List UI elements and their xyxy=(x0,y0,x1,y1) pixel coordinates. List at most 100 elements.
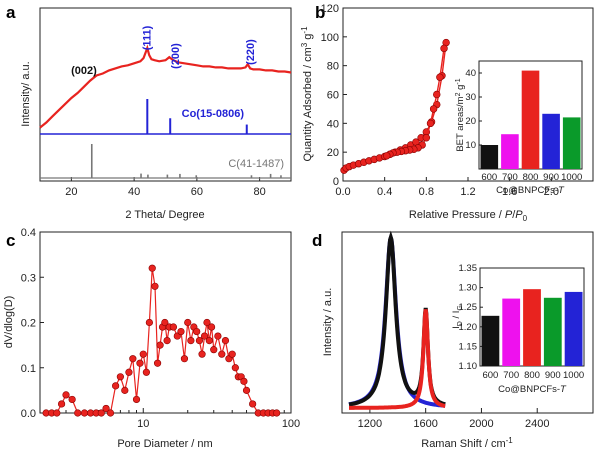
pore-distribution-point xyxy=(112,382,120,390)
panel-d-xtick-label: 1200 xyxy=(358,418,382,430)
bet-inset-ylabel: BET areas/m2 g-1 xyxy=(455,78,466,151)
idig-inset-xtick-label: 800 xyxy=(524,370,540,381)
bet-inset-ytick-label: 10 xyxy=(465,140,476,151)
pore-distribution-point xyxy=(218,350,226,358)
xrd-peak-annotation: (002) xyxy=(71,65,97,77)
panel-c-ytick-label: 0.2 xyxy=(21,318,36,330)
bet-inset-xlabel: Co@BNPCFs-T xyxy=(496,185,565,196)
pore-distribution-point xyxy=(136,359,144,367)
bet-bar-800 xyxy=(521,70,540,169)
idig-bar-600 xyxy=(481,315,500,366)
panel-a-xtick-label: 60 xyxy=(191,186,203,198)
idig-bar-900 xyxy=(543,297,562,366)
pore-distribution-point xyxy=(203,318,211,327)
panel-c-ylabel: dV/dlog(D) xyxy=(3,296,15,349)
panel-d-ylabel: Intensity / a.u. xyxy=(322,288,334,356)
panel-a: a 20 40 60 80 (002) (111) (200) (220) Intensity… xyxy=(6,3,292,221)
pore-distribution-point xyxy=(139,350,147,358)
panel-b-ytick-label: 60 xyxy=(327,90,339,102)
panel-label-c: c xyxy=(6,231,15,250)
xrd-peak-annotation: (200) xyxy=(170,43,182,69)
panel-c-ytick-label: 0.0 xyxy=(21,408,36,420)
bet-inset-ytick-label: 40 xyxy=(465,68,476,79)
panel-b-ytick-label: 100 xyxy=(321,32,339,44)
pore-distribution-point xyxy=(205,337,213,345)
panel-d-frame xyxy=(341,231,594,414)
co-reference-label: Co(15-0806) xyxy=(182,108,245,120)
bet-inset-xtick-label: 900 xyxy=(543,172,559,183)
bet-inset-ytick-label: 30 xyxy=(465,92,476,103)
panel-b-xtick-label: 0.8 xyxy=(419,186,434,198)
panel-a-ylabel: Intensity/ a.u. xyxy=(20,61,32,126)
panel-d-xlabel: Raman Shift / cm-1 xyxy=(421,436,513,450)
pore-distribution-point xyxy=(177,327,185,336)
panel-b-xtick-label: 0.0 xyxy=(335,186,350,198)
desorption-point xyxy=(426,119,435,128)
desorption-point xyxy=(436,73,444,81)
desorption-point xyxy=(429,105,438,113)
panel-label-b: b xyxy=(315,3,325,22)
xrd-curve xyxy=(39,44,292,129)
pore-distribution-point xyxy=(214,332,222,340)
bet-bar-900 xyxy=(542,113,560,169)
pore-distribution-point xyxy=(193,327,201,336)
pore-distribution-point xyxy=(145,318,153,327)
panel-a-xlabel: 2 Theta/ Degree xyxy=(125,209,204,221)
pore-distribution-point xyxy=(195,337,204,345)
pore-distribution-point xyxy=(148,264,156,272)
pore-distribution-point xyxy=(57,400,66,408)
panel-d-xtick-label: 2400 xyxy=(525,418,549,430)
bet-bar-700 xyxy=(501,134,519,169)
pore-distribution-point xyxy=(161,318,169,327)
idig-bar-700 xyxy=(502,298,521,366)
panel-c-ytick-label: 0.3 xyxy=(21,272,36,284)
pore-distribution-point xyxy=(163,337,171,345)
idig-inset-xtick-label: 900 xyxy=(545,370,561,381)
panel-b-xtick-label: 2.0 xyxy=(544,186,559,198)
idig-inset-ytick-label: 1.20 xyxy=(459,322,478,333)
c-reference-label: C(41-1487) xyxy=(228,158,284,170)
raman-curve-800 xyxy=(349,309,446,410)
idig-inset-xtick-label: 1000 xyxy=(563,370,584,381)
panel-b-ytick-label: 0 xyxy=(333,176,339,188)
bet-bar-600 xyxy=(480,145,499,169)
panel-a-frame xyxy=(39,7,292,182)
panel-c-ytick-label: 0.1 xyxy=(21,363,36,375)
panel-c-xtick-label: 10 xyxy=(137,418,149,430)
desorption-point xyxy=(433,90,441,99)
panel-b-xlabel: Relative Pressure / P/P0 xyxy=(409,209,528,223)
pore-distribution-point xyxy=(207,323,216,331)
pore-distribution-point xyxy=(273,409,281,417)
panel-a-xtick-label: 80 xyxy=(254,186,266,198)
idig-inset-xtick-label: 700 xyxy=(503,370,519,381)
desorption-point xyxy=(440,44,448,53)
panel-d-xtick-label: 1600 xyxy=(413,418,437,430)
panel-label-a: a xyxy=(6,3,16,22)
pore-distribution-point xyxy=(80,409,89,417)
idig-inset-ytick-label: 1.30 xyxy=(459,283,478,294)
pore-distribution-point xyxy=(102,404,110,413)
pore-distribution-point xyxy=(106,409,115,417)
bet-inset-ytick-label: 20 xyxy=(465,116,476,127)
pore-distribution-point xyxy=(132,395,141,404)
pore-distribution-point xyxy=(68,395,76,404)
panel-a-xtick-label: 20 xyxy=(65,186,77,198)
bet-inset-xtick-label: 800 xyxy=(523,172,539,183)
idig-inset-ytick-label: 1.10 xyxy=(459,361,478,372)
panel-b-ytick-label: 20 xyxy=(327,147,339,159)
pore-distribution-point xyxy=(187,337,195,345)
pore-distribution-point xyxy=(116,373,124,381)
pore-distribution-point xyxy=(62,391,70,399)
pore-distribution-point xyxy=(156,341,164,349)
desorption-point xyxy=(422,134,431,142)
panel-d: d 1200 1600 2000 2400 Intensity / a.u. Rama… xyxy=(312,230,594,450)
panel-b: b 0.0 0.4 0.8 1.2 1.6 2.0 0 20 40 60 80 100 120 Quan… xyxy=(300,3,594,223)
pore-distribution-point xyxy=(129,355,137,363)
panel-b-ytick-label: 80 xyxy=(327,61,339,73)
pore-distribution-point xyxy=(240,377,248,385)
panel-d-xtick-label: 2000 xyxy=(469,418,493,430)
pore-distribution-point xyxy=(125,368,133,376)
pore-distribution-line xyxy=(46,268,277,415)
pore-distribution-point xyxy=(121,386,129,394)
